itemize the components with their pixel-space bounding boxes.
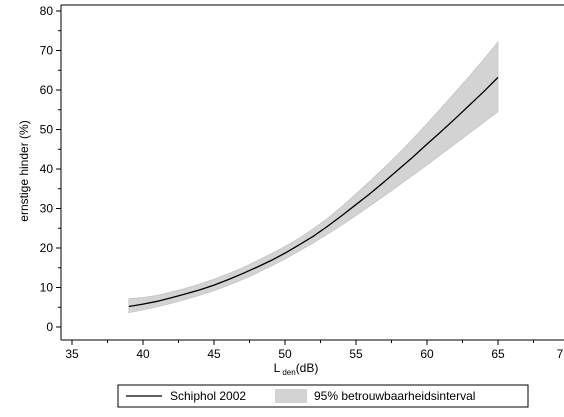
legend-box <box>117 384 529 408</box>
legend-band-swatch <box>275 389 307 403</box>
y-tick-label: 80 <box>40 4 54 18</box>
x-axis-title-unit: (dB) <box>296 361 319 375</box>
x-tick-label: 35 <box>65 347 79 361</box>
y-tick-label: 0 <box>46 320 53 334</box>
legend: Schiphol 2002 95% betrouwbaarheidsinterv… <box>117 384 529 408</box>
confidence-band <box>128 40 499 314</box>
x-axis-title-main: L <box>274 361 281 375</box>
x-tick-label: 55 <box>349 347 363 361</box>
x-tick-label: 50 <box>278 347 292 361</box>
x-tick-label: 65 <box>491 347 505 361</box>
y-tick-label: 40 <box>40 162 54 176</box>
plot-area <box>61 4 564 314</box>
x-tick-label: 7 <box>557 347 564 361</box>
x-tick-label: 60 <box>420 347 434 361</box>
x-tick-label: 40 <box>136 347 150 361</box>
x-axis-title-subscript: den <box>282 368 295 377</box>
legend-label-line: Schiphol 2002 <box>170 389 246 403</box>
y-tick-label: 50 <box>40 123 54 137</box>
y-axis: 0 10 20 30 40 50 60 70 80 <box>40 4 62 340</box>
x-axis: 35 40 45 50 55 60 65 7 <box>61 339 564 361</box>
y-tick-label: 60 <box>40 83 54 97</box>
y-tick-label: 20 <box>40 241 54 255</box>
series-line-schiphol-2002 <box>128 76 499 308</box>
y-axis-title: ernstige hinder (%) <box>17 120 31 221</box>
y-tick-label: 70 <box>40 44 54 58</box>
y-tick-label: 10 <box>40 281 54 295</box>
legend-label-band: 95% betrouwbaarheidsinterval <box>314 389 475 403</box>
x-tick-label: 45 <box>207 347 221 361</box>
y-tick-label: 30 <box>40 202 54 216</box>
